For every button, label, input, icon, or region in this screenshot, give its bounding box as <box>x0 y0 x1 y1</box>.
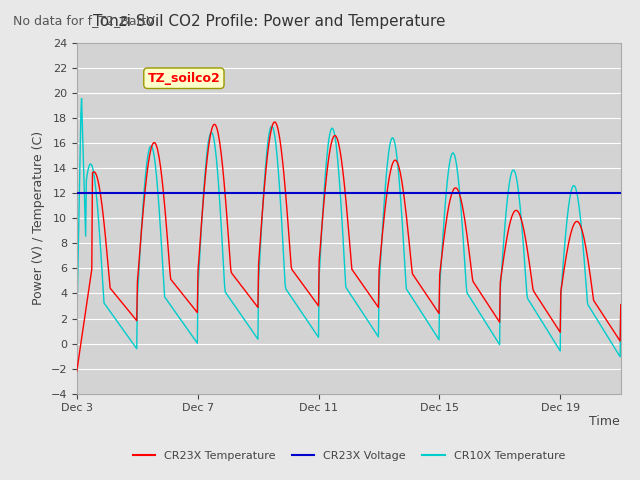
Y-axis label: Power (V) / Temperature (C): Power (V) / Temperature (C) <box>32 132 45 305</box>
Text: Tonzi Soil CO2 Profile: Power and Temperature: Tonzi Soil CO2 Profile: Power and Temper… <box>93 14 445 29</box>
Text: No data for f_T2_BattV: No data for f_T2_BattV <box>13 14 155 27</box>
Legend: CR23X Temperature, CR23X Voltage, CR10X Temperature: CR23X Temperature, CR23X Voltage, CR10X … <box>128 446 570 465</box>
Text: TZ_soilco2: TZ_soilco2 <box>147 72 220 85</box>
X-axis label: Time: Time <box>589 415 620 428</box>
